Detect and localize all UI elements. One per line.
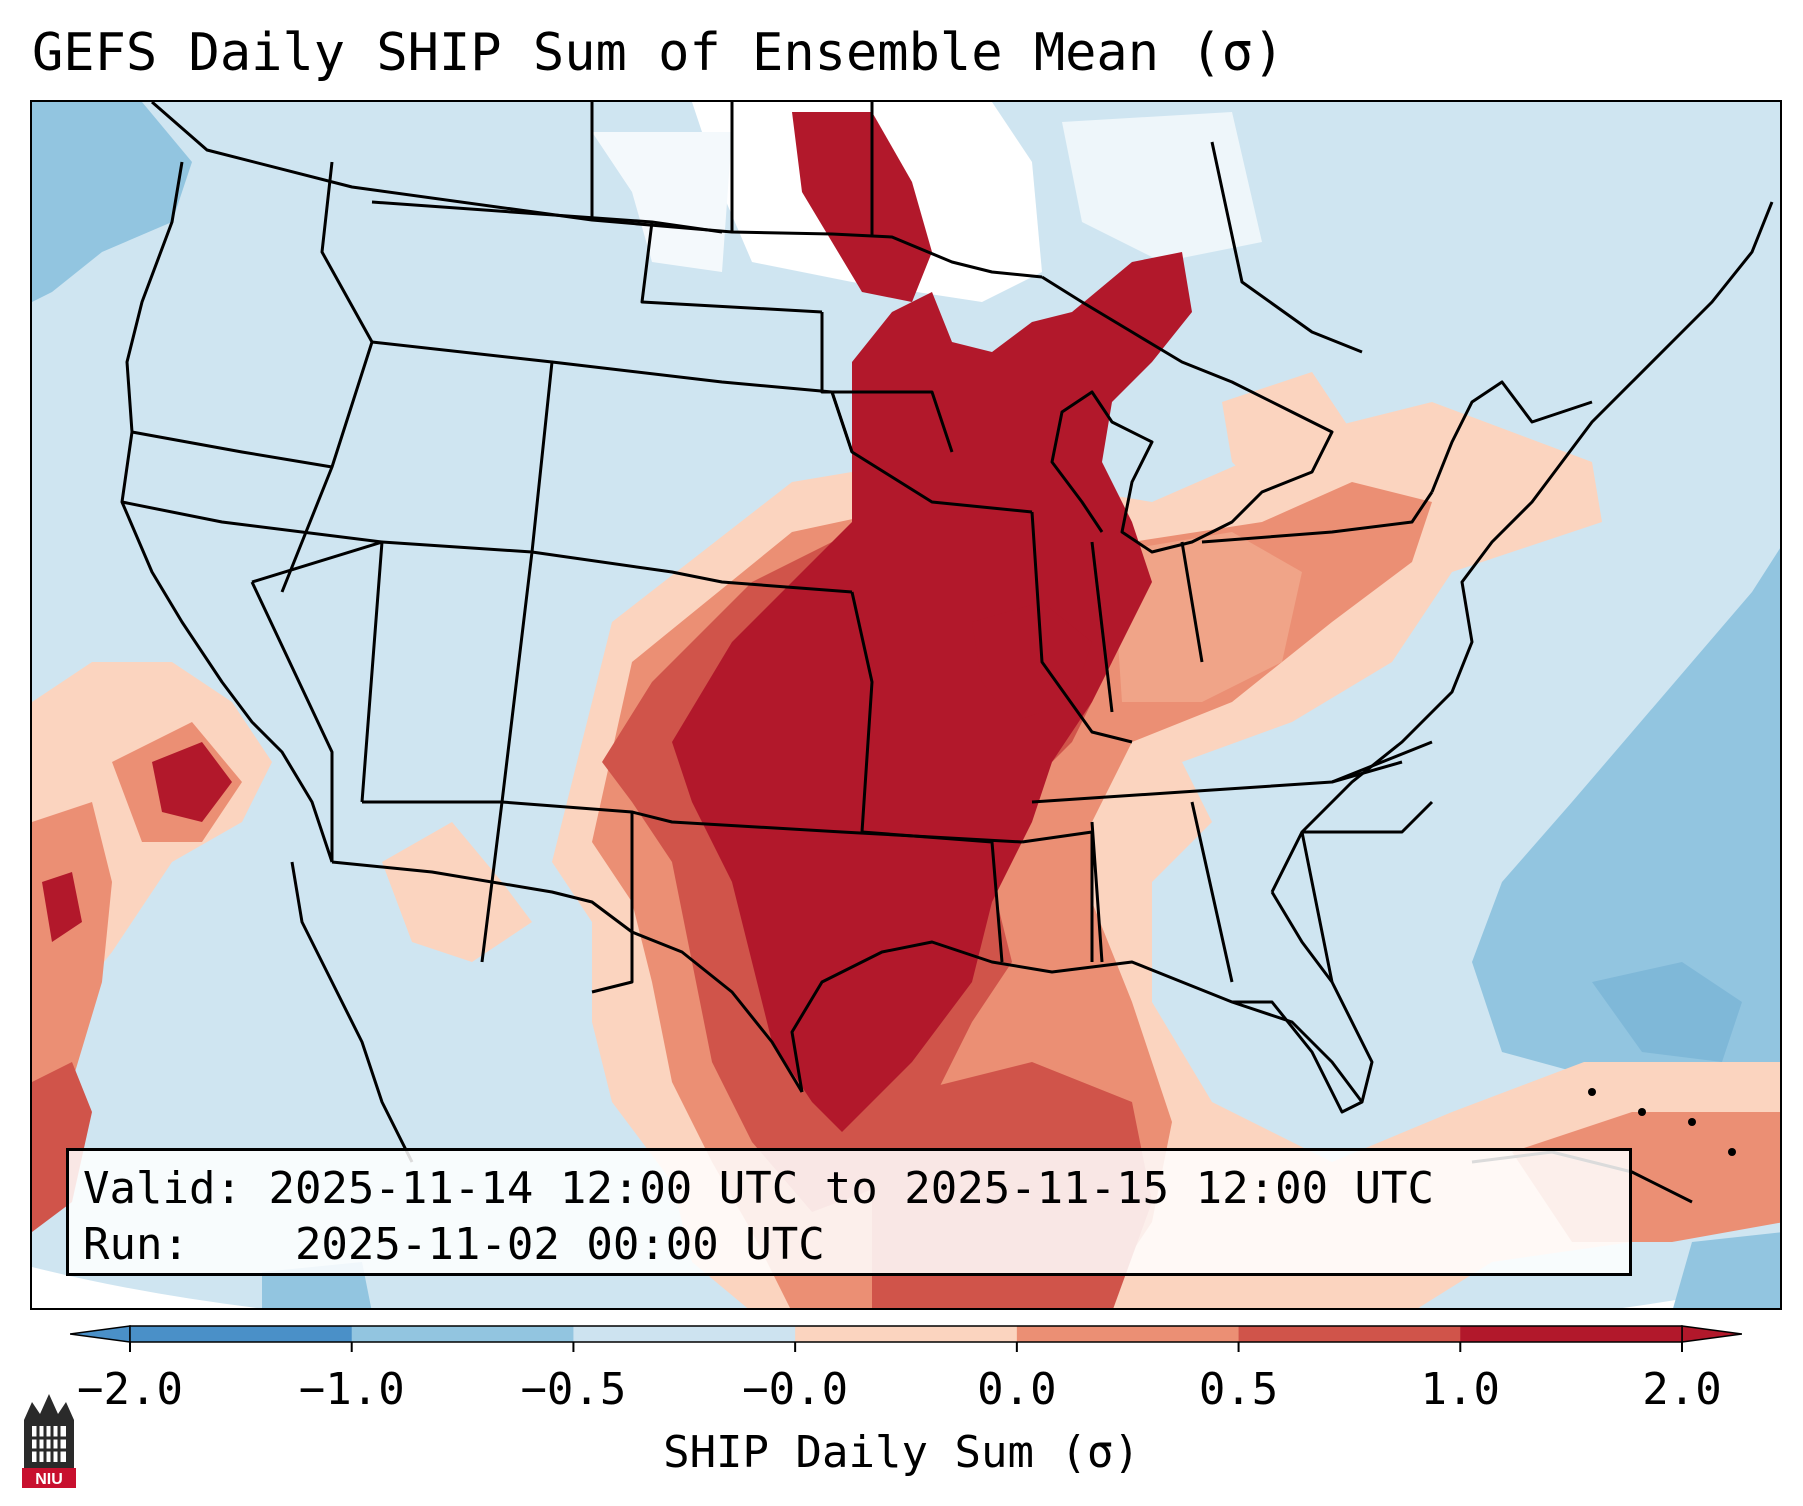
ks-mo (850, 591, 874, 833)
anomaly-weak-pos-southwest (382, 822, 532, 962)
tn-al-ga (1090, 801, 1334, 983)
anomaly-extreme-pos-main (672, 252, 1192, 1132)
colorbar-frame (129, 1325, 1683, 1343)
ar-la-ms (861, 830, 1094, 963)
il-in-oh (1030, 511, 1133, 744)
great-lakes (1041, 275, 1334, 554)
anomaly-neg-atlantic-2 (1592, 962, 1742, 1062)
map-panel (30, 100, 1782, 1310)
colorbar-tick-label: 0.0 (977, 1364, 1057, 1415)
ia-mo (830, 391, 1033, 514)
colorbar-extend-low (70, 1325, 131, 1343)
nd-sd (640, 221, 823, 314)
in-oh (1090, 541, 1114, 713)
anomaly-extreme-pos-pacific-2 (42, 872, 82, 942)
gulf-coast (790, 940, 1364, 1103)
run-value: 2025-11-02 00:00 UTC (294, 1219, 825, 1270)
wa-or (131, 430, 333, 469)
valid-run-info-box: Valid: 2025-11-14 12:00 UTC to 2025-11-1… (66, 1148, 1632, 1276)
colorbar (70, 1325, 1742, 1352)
canada-provinces (590, 102, 1363, 354)
islands (1588, 1088, 1736, 1156)
anomaly-extreme-pos-north (792, 112, 932, 302)
florida (1232, 891, 1374, 1114)
anomaly-neutral-canada-3 (1062, 112, 1262, 262)
colorbar-tick-label: −0.5 (520, 1364, 627, 1415)
colorbar-tick-label: −0.0 (742, 1364, 849, 1415)
colorbar-segment (573, 1326, 796, 1342)
niu-logo: NIU (22, 1394, 76, 1488)
projection-corner-left (32, 1267, 258, 1308)
us-canada-border (151, 102, 1043, 279)
pa-ny (1201, 491, 1434, 544)
boundary-lines (120, 102, 1774, 1204)
nc-va-sc (1302, 740, 1434, 834)
colorbar-tick-label: 0.5 (1198, 1364, 1279, 1415)
ship-map (32, 102, 1780, 1308)
colorbar-segment (130, 1326, 353, 1342)
colorbar-tick-label: 1.0 (1420, 1364, 1501, 1415)
anomaly-neg-pacific-nw (32, 102, 192, 302)
ky-tn (1031, 760, 1403, 804)
valid-label: Valid: (83, 1163, 242, 1214)
anomaly-extreme-pos-pacific (152, 742, 232, 822)
colorbar-segment (795, 1326, 1018, 1342)
us-west-coast (120, 161, 334, 863)
co-ks (531, 550, 853, 594)
colorbar-tick-label: −2.0 (77, 1364, 183, 1415)
valid-value: 2025-11-14 12:00 UTC to 2025-11-15 12:00… (268, 1163, 1435, 1214)
oh-pa (1180, 541, 1204, 663)
mexico-baja (290, 861, 414, 1163)
colorbar-segment (1238, 1326, 1461, 1342)
new-england (1430, 380, 1593, 493)
tx-panhandle (591, 812, 634, 994)
anomaly-weak-pos-ne (1222, 372, 1352, 502)
anomaly-strong-pos-pacific (32, 1062, 92, 1232)
mn-wi (820, 312, 954, 453)
colorbar-label: SHIP Daily Sum (σ) (663, 1427, 1140, 1478)
anomaly-neutral-canada-2 (592, 132, 732, 272)
colorbar-segment (351, 1326, 574, 1342)
or-ca-nv (121, 500, 383, 544)
colorbar-segment (1460, 1326, 1683, 1342)
colorbar-tick-label: −1.0 (298, 1364, 405, 1415)
colorbar-extend-high (1681, 1325, 1742, 1343)
ca-nv-diag (250, 581, 334, 862)
anomaly-neg-caribbean (1673, 1232, 1780, 1308)
colorbar-tick-label: 2.0 (1642, 1364, 1722, 1415)
run-label: Run: (83, 1219, 189, 1270)
colorbar-segment (1016, 1326, 1240, 1342)
chart-title: GEFS Daily SHIP Sum of Ensemble Mean (σ) (32, 23, 1285, 83)
logo-text: NIU (35, 1471, 63, 1488)
east-coast (1270, 201, 1774, 893)
anomaly-mod-pos-ohio (1112, 532, 1302, 702)
